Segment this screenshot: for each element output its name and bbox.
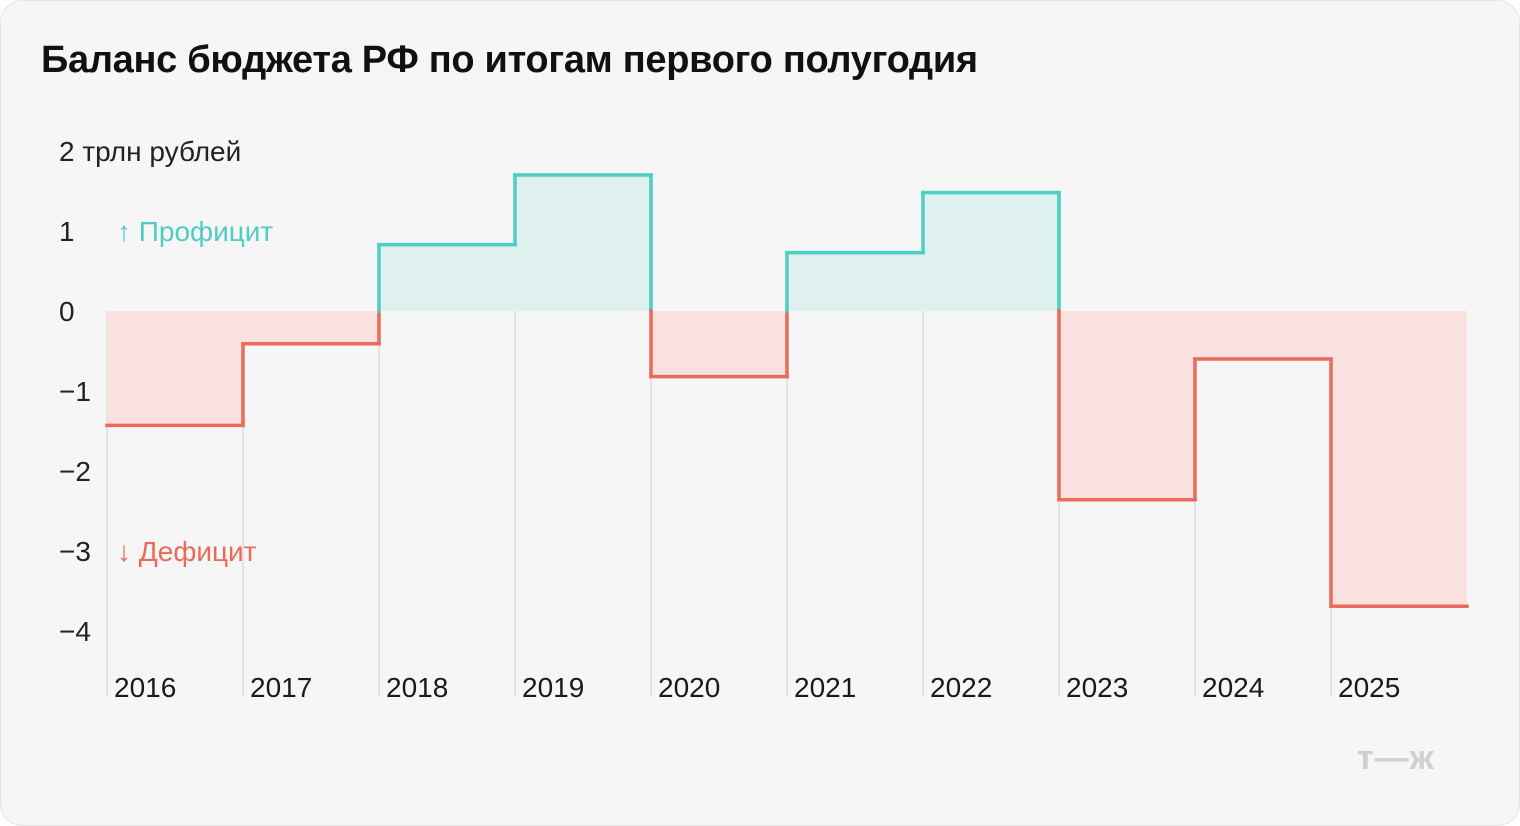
labels: 2 трлн рублей 1 0 −1 −2 −3 −4 2016 2017 2018 2019 2… (59, 136, 1400, 703)
ytick-label: −3 (59, 536, 91, 567)
xtick-label: 2025 (1338, 672, 1400, 703)
bar-2018 (379, 244, 515, 311)
bar-2016 (107, 311, 243, 426)
bar-fills (107, 175, 1467, 607)
surplus-annotation: ↑ Профицит (117, 216, 273, 247)
xtick-label: 2024 (1202, 672, 1264, 703)
xtick-label: 2021 (794, 672, 856, 703)
xtick-label: 2018 (386, 672, 448, 703)
ytick-label: −2 (59, 456, 91, 487)
bar-2024 (1195, 311, 1331, 359)
xtick-label: 2016 (114, 672, 176, 703)
xtick-label: 2017 (250, 672, 312, 703)
deficit-annotation: ↓ Дефицит (117, 536, 257, 567)
xtick-label: 2020 (658, 672, 720, 703)
bar-2022 (923, 192, 1059, 311)
chart-title: Баланс бюджета РФ по итогам первого полу… (41, 39, 978, 81)
bar-2019 (515, 175, 651, 311)
xtick-label: 2022 (930, 672, 992, 703)
ytick-label: 2 трлн рублей (59, 136, 241, 167)
ytick-label: 1 (59, 216, 75, 247)
bar-2021 (787, 252, 923, 311)
tj-logo: т—ж (1357, 739, 1435, 777)
ytick-label: −4 (59, 616, 91, 647)
bar-2023 (1059, 311, 1195, 500)
bar-2017 (243, 311, 379, 344)
xtick-label: 2019 (522, 672, 584, 703)
ytick-label: 0 (59, 296, 75, 327)
ytick-label: −1 (59, 376, 91, 407)
step-lines (105, 173, 1469, 608)
bar-2025 (1331, 311, 1467, 607)
bar-2020 (651, 311, 787, 377)
xtick-label: 2023 (1066, 672, 1128, 703)
